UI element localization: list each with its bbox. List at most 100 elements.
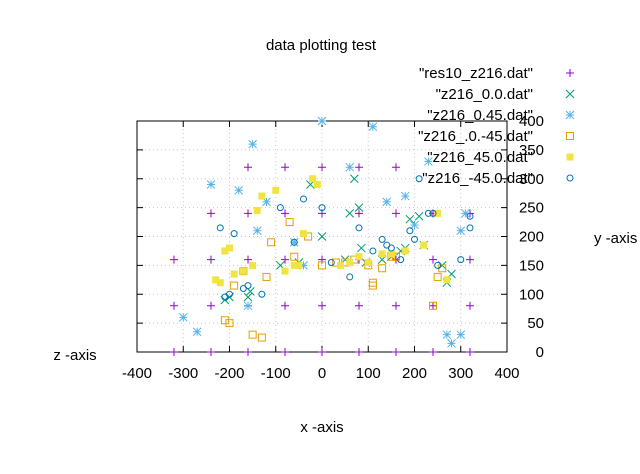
- data-point: [447, 338, 456, 348]
- data-point: [401, 247, 409, 255]
- data-point: [420, 241, 428, 249]
- data-point: [368, 122, 378, 132]
- legend-label: "z216_45.0.dat": [427, 149, 533, 166]
- y-tick-label: 200: [519, 229, 544, 246]
- data-point: [262, 197, 271, 207]
- data-point: [429, 348, 437, 356]
- x-tick-label: -400: [122, 365, 152, 382]
- x-tick-label: -300: [168, 365, 198, 382]
- data-point: [392, 209, 400, 218]
- data-point: [355, 253, 363, 261]
- data-point: [466, 301, 474, 310]
- data-point: [244, 255, 252, 264]
- data-point: [257, 333, 266, 342]
- data-point: [267, 238, 276, 247]
- data-point: [318, 204, 326, 212]
- data-point: [461, 209, 470, 218]
- data-point: [281, 209, 289, 218]
- data-point: [272, 186, 280, 194]
- data-point: [230, 281, 239, 290]
- data-point: [243, 301, 253, 311]
- data-point: [411, 235, 418, 243]
- data-point: [258, 192, 266, 200]
- data-point: [252, 226, 262, 236]
- data-point: [392, 255, 400, 264]
- data-point: [318, 348, 326, 356]
- data-point: [317, 116, 327, 126]
- data-point: [289, 237, 299, 247]
- x-tick-label: 300: [448, 365, 473, 382]
- data-point: [244, 348, 252, 356]
- data-point: [300, 195, 307, 203]
- series-2: [220, 174, 456, 305]
- data-point: [405, 214, 415, 224]
- data-point: [354, 203, 364, 212]
- series-6: [216, 175, 474, 301]
- legend-marker: [566, 174, 574, 182]
- data-point: [234, 185, 244, 195]
- data-point: [378, 250, 386, 258]
- data-point: [382, 197, 392, 207]
- data-point: [424, 157, 433, 166]
- data-point: [387, 250, 395, 258]
- data-point: [392, 163, 400, 172]
- data-point: [249, 261, 257, 269]
- data-point: [434, 209, 442, 217]
- data-point: [318, 255, 326, 264]
- data-point: [225, 319, 234, 328]
- chart-title: data plotting test: [266, 37, 377, 54]
- y-tick-label: 350: [519, 142, 544, 159]
- data-point: [466, 255, 474, 264]
- data-point: [207, 255, 215, 264]
- data-point: [207, 301, 215, 310]
- data-point: [355, 301, 363, 310]
- legend-marker: [566, 69, 574, 77]
- data-point: [212, 276, 220, 284]
- data-point: [378, 264, 387, 273]
- data-point: [226, 244, 233, 252]
- data-point: [355, 209, 363, 218]
- data-point: [400, 191, 410, 201]
- legend-marker: [565, 89, 575, 99]
- data-point: [327, 258, 335, 266]
- data-point: [244, 209, 252, 218]
- series-1: [170, 163, 474, 356]
- data-point: [429, 255, 437, 264]
- y-tick-label: 50: [527, 315, 544, 332]
- data-point: [442, 330, 452, 340]
- x-tick-label: -200: [214, 365, 244, 382]
- data-point: [244, 163, 252, 172]
- data-point: [457, 256, 465, 264]
- data-point: [355, 163, 363, 172]
- data-point: [281, 255, 289, 264]
- data-point: [318, 261, 326, 270]
- series-3: [178, 116, 470, 348]
- legend-marker: [566, 132, 574, 140]
- z-axis-label: z -axis: [53, 347, 96, 364]
- data-point: [290, 261, 298, 269]
- data-point: [309, 175, 317, 183]
- data-point: [378, 235, 386, 243]
- data-point: [248, 139, 257, 149]
- data-point: [392, 348, 400, 356]
- data-point: [345, 162, 355, 172]
- data-point: [355, 224, 363, 232]
- data-point: [299, 261, 308, 270]
- legend-label: "z216_-45.0.dat": [422, 170, 533, 187]
- data-point: [290, 252, 299, 261]
- data-point: [397, 256, 405, 264]
- data-point: [368, 278, 377, 287]
- data-point: [207, 348, 215, 356]
- x-axis-label: x -axis: [300, 419, 343, 436]
- data-point: [356, 243, 366, 253]
- data-point: [248, 330, 257, 339]
- data-point: [216, 224, 224, 232]
- data-point: [429, 301, 437, 310]
- data-point: [313, 181, 321, 189]
- data-point: [406, 227, 414, 235]
- data-point: [192, 327, 202, 337]
- legend-label: "z216_.0.-45.dat": [418, 128, 533, 145]
- x-tick-label: 100: [356, 365, 381, 382]
- data-point: [244, 282, 252, 290]
- data-point: [355, 348, 363, 356]
